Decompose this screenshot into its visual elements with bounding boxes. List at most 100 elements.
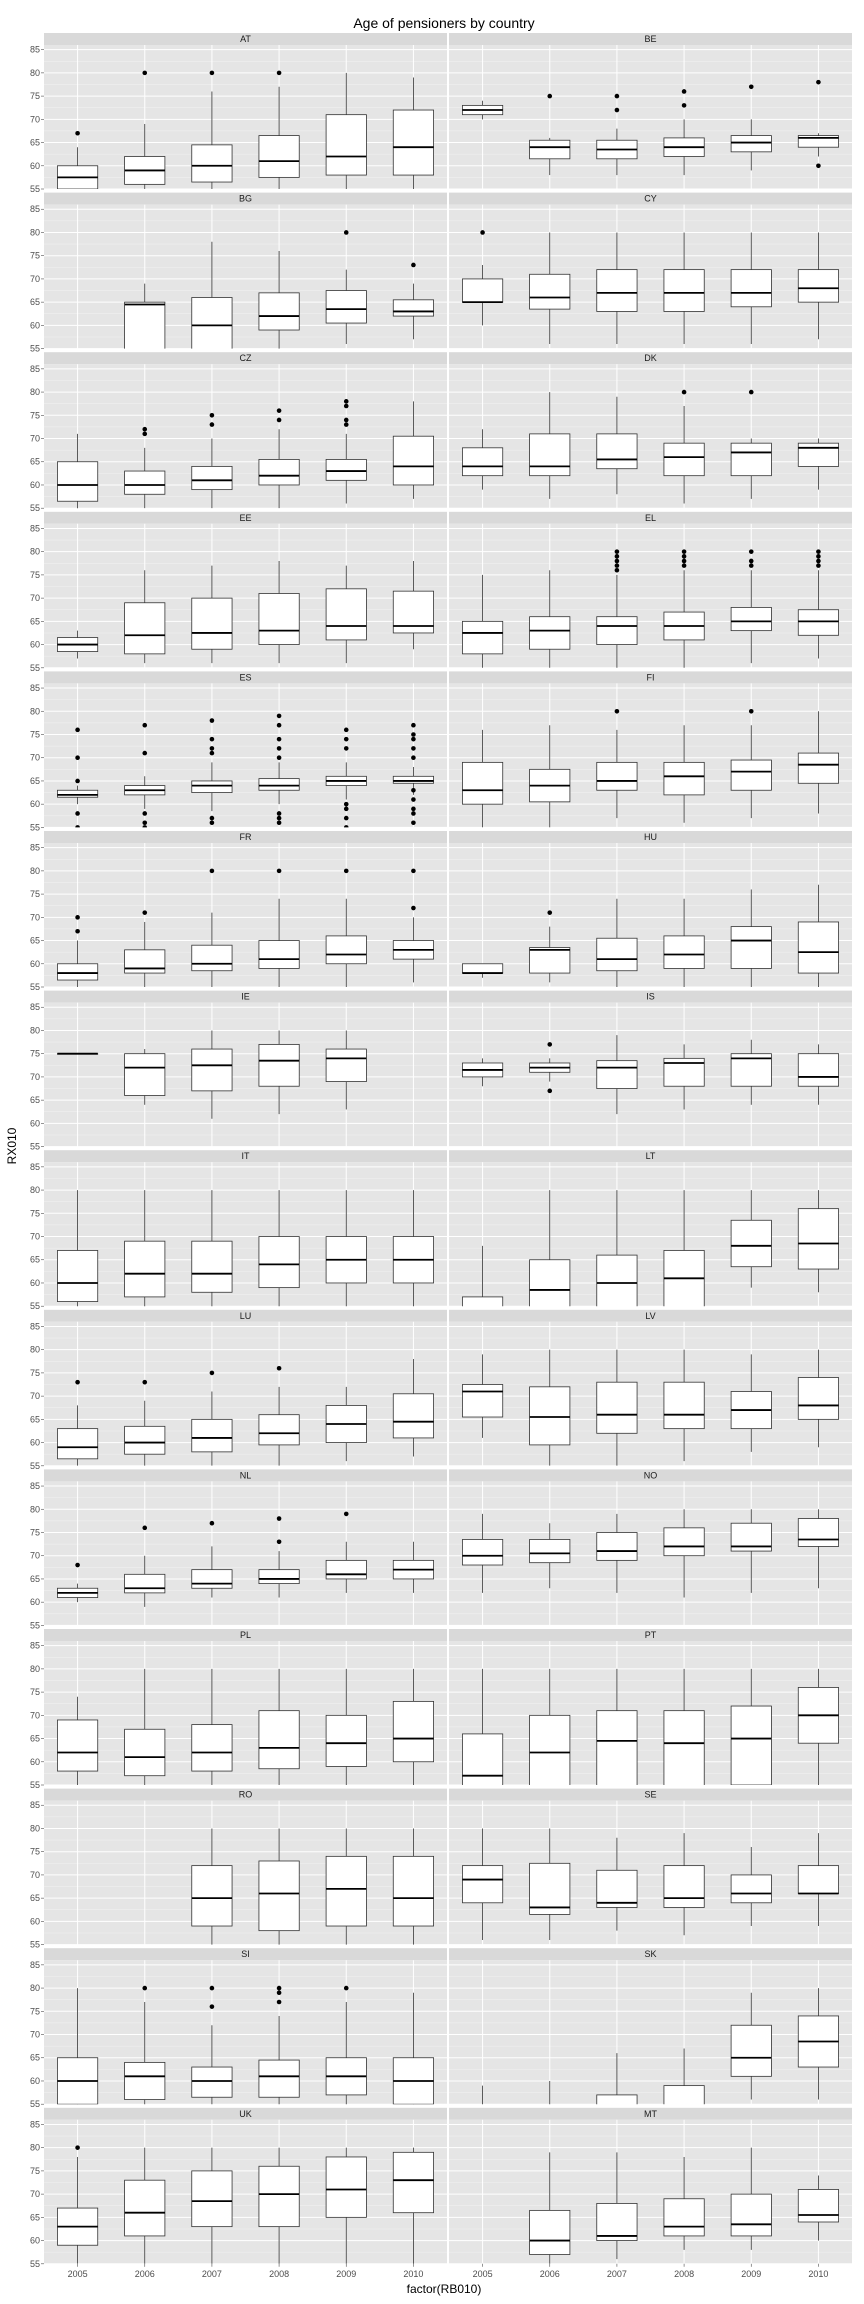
panel-boxes — [462, 1035, 839, 1115]
panel-background — [44, 1162, 447, 1307]
box-2008 — [663, 1509, 705, 1598]
box-iqr — [797, 1208, 839, 1270]
box-2007 — [596, 396, 638, 495]
box-iqr — [191, 2170, 233, 2228]
box-iqr — [663, 269, 705, 312]
box-2009 — [730, 84, 772, 171]
outlier-point — [411, 806, 416, 812]
panel-boxes — [462, 1828, 839, 1940]
box-2006 — [529, 1042, 571, 1094]
facet-panel-ro: RO 55 60 65 70 75 80 85 — [30, 1788, 447, 1950]
outlier-point — [276, 722, 282, 728]
outlier-point — [209, 70, 215, 76]
box-iqr — [124, 2061, 166, 2100]
box-2006 — [124, 1379, 166, 1466]
facet-strip — [44, 1629, 447, 1641]
facet-panel-fr: FR 55 60 65 70 75 80 85 — [30, 831, 447, 992]
box-iqr — [663, 442, 705, 477]
box-2009 — [325, 727, 367, 828]
x-tick-label: 2006 — [540, 2269, 560, 2279]
box-2008 — [258, 1365, 300, 1466]
y-tick-label: 65 — [30, 1574, 40, 1584]
panel-boxes — [462, 1190, 839, 1307]
box-2010 — [797, 438, 839, 490]
box-iqr — [462, 1539, 504, 1566]
x-tick-label: 2008 — [674, 2269, 694, 2279]
box-2008 — [663, 725, 705, 823]
box-2006 — [529, 1349, 571, 1466]
box-iqr — [596, 937, 638, 972]
facet-strip — [449, 1150, 852, 1163]
box-2008 — [663, 1668, 705, 1785]
box-2007 — [191, 1985, 233, 2105]
box-2009 — [325, 399, 367, 504]
outlier-point — [748, 708, 754, 714]
facet-strip — [449, 33, 852, 45]
x-tick-label: 2007 — [202, 2269, 222, 2279]
facet-strip-label: CY — [644, 194, 657, 204]
y-tick-label: 85 — [30, 683, 40, 693]
box-iqr — [57, 1250, 99, 1302]
outlier-point — [343, 417, 349, 423]
y-tick-label: 70 — [30, 2189, 40, 2199]
y-tick-label: 85 — [30, 1800, 40, 1810]
box-2009 — [730, 1039, 772, 1105]
outlier-point — [276, 70, 282, 76]
panel-boxes — [57, 1511, 434, 1607]
box-iqr — [730, 442, 772, 477]
y-tick-label: 65 — [30, 1734, 40, 1744]
facet-strip-label: RO — [239, 1790, 253, 1800]
box-2007 — [596, 2053, 638, 2105]
box-iqr — [57, 963, 99, 981]
outlier-point — [142, 910, 148, 915]
y-tick-label: 55 — [30, 2259, 40, 2269]
y-tick-label: 80 — [30, 1823, 40, 1833]
box-2006 — [529, 392, 571, 499]
outlier-point — [614, 107, 620, 113]
box-2010 — [392, 1358, 434, 1457]
panel-background — [449, 1481, 852, 1626]
panel-background — [449, 1002, 852, 1147]
facet-strip — [449, 1469, 852, 1482]
y-tick-label: 80 — [30, 1983, 40, 1993]
box-iqr — [462, 761, 504, 805]
outlier-point — [547, 93, 553, 99]
y-tick-label: 85 — [30, 204, 40, 214]
y-tick-label: 55 — [30, 344, 40, 354]
box-iqr — [258, 1044, 300, 1087]
outlier-point — [276, 1985, 282, 1991]
box-iqr — [124, 949, 166, 974]
box-iqr — [258, 1710, 300, 1770]
y-tick-label: 55 — [30, 822, 40, 832]
facet-strip — [44, 990, 447, 1003]
box-2008 — [663, 89, 705, 176]
box-iqr — [529, 1539, 571, 1564]
box-2010 — [392, 722, 434, 826]
box-2010 — [797, 232, 839, 340]
y-tick-label: 75 — [30, 1208, 40, 1218]
outlier-point — [276, 1999, 282, 2005]
outlier-point — [816, 558, 821, 564]
panel-background — [44, 204, 447, 349]
box-iqr — [730, 1219, 772, 1268]
box-2007 — [191, 718, 233, 826]
x-tick-label: 2005 — [68, 2269, 88, 2279]
y-tick-label: 70 — [30, 2030, 40, 2040]
outlier-point — [276, 820, 282, 826]
y-tick-label: 65 — [30, 457, 40, 467]
y-tick-label: 65 — [30, 1255, 40, 1265]
box-iqr — [462, 1384, 504, 1418]
box-iqr — [529, 1259, 571, 1307]
panel-background — [44, 364, 447, 509]
box-2009 — [730, 2147, 772, 2250]
panel-background — [44, 1321, 447, 1466]
box-iqr — [57, 1719, 99, 1772]
facet-panel-ie: IE 55 60 65 70 75 80 85 — [30, 990, 447, 1152]
box-iqr — [191, 780, 233, 793]
y-tick-label: 55 — [30, 184, 40, 194]
box-2009 — [730, 1847, 772, 1927]
facet-panel-se: SE — [449, 1788, 852, 1946]
panel-boxes — [124, 230, 434, 349]
outlier-point — [209, 736, 215, 742]
facet-strip — [44, 831, 447, 843]
